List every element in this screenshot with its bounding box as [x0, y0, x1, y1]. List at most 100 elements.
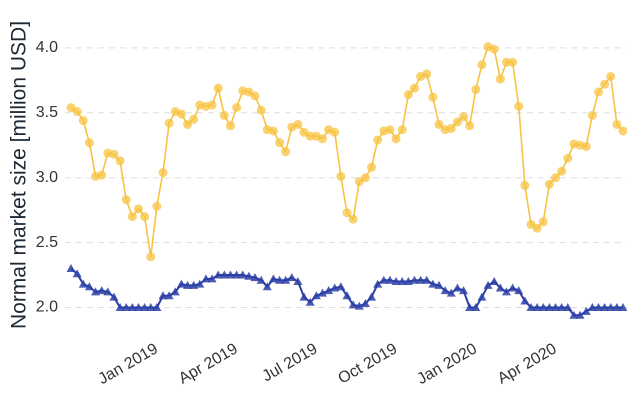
point-marker: [281, 147, 291, 157]
point-marker: [219, 270, 229, 279]
point-marker: [538, 217, 548, 227]
point-marker: [348, 214, 358, 224]
point-marker: [600, 302, 610, 311]
point-marker: [593, 87, 603, 97]
point-marker: [238, 270, 248, 279]
point-marker: [213, 83, 223, 93]
point-marker: [336, 282, 346, 291]
point-marker: [587, 302, 597, 311]
point-marker: [367, 292, 377, 301]
point-marker: [385, 125, 395, 135]
point-marker: [618, 302, 627, 311]
point-marker: [409, 275, 419, 284]
point-marker: [293, 277, 303, 285]
point-marker: [422, 275, 432, 284]
y-tick-label: 3.5: [36, 104, 58, 121]
point-marker: [201, 274, 211, 283]
point-marker: [336, 171, 346, 181]
point-marker: [121, 195, 131, 205]
point-marker: [520, 180, 530, 190]
point-marker: [281, 275, 291, 284]
point-marker: [465, 302, 475, 311]
point-marker: [342, 208, 352, 218]
point-marker: [489, 44, 499, 54]
point-marker: [428, 279, 438, 288]
point-marker: [330, 127, 340, 137]
point-marker: [140, 212, 150, 222]
point-marker: [256, 275, 266, 284]
point-marker: [262, 282, 272, 291]
point-marker: [538, 302, 548, 311]
point-marker: [232, 103, 242, 113]
point-marker: [195, 279, 205, 288]
point-marker: [600, 79, 610, 89]
point-marker: [581, 306, 591, 315]
point-marker: [354, 301, 364, 310]
point-marker: [317, 134, 327, 144]
point-marker: [250, 91, 260, 101]
point-marker: [409, 83, 419, 93]
point-marker: [115, 302, 125, 311]
point-marker: [428, 92, 438, 102]
point-marker: [459, 112, 469, 122]
point-marker: [501, 287, 511, 296]
x-tick-label: Apr 2019: [176, 340, 241, 387]
point-marker: [532, 302, 542, 311]
point-marker: [176, 109, 186, 119]
y-tick-label: 3.0: [36, 169, 58, 186]
point-marker: [495, 74, 505, 84]
y-tick-label: 2.0: [36, 299, 58, 316]
point-marker: [385, 275, 395, 284]
point-marker: [133, 204, 143, 214]
point-marker: [176, 279, 186, 288]
point-marker: [299, 292, 309, 301]
point-marker: [593, 302, 603, 311]
point-marker: [367, 162, 377, 172]
point-marker: [391, 134, 401, 144]
point-marker: [317, 288, 327, 297]
point-marker: [250, 273, 260, 282]
point-marker: [146, 252, 156, 262]
x-tick-label: Jan 2020: [414, 340, 480, 388]
point-marker: [551, 173, 561, 183]
point-marker: [452, 283, 462, 292]
point-marker: [342, 291, 352, 300]
point-marker: [446, 288, 456, 297]
point-marker: [373, 279, 383, 288]
point-marker: [66, 264, 76, 273]
point-marker: [293, 119, 303, 129]
point-marker: [84, 282, 94, 291]
point-marker: [183, 119, 193, 129]
point-marker: [121, 302, 131, 311]
point-marker: [397, 277, 407, 285]
point-marker: [72, 269, 82, 278]
point-marker: [514, 286, 524, 295]
point-marker: [97, 170, 107, 180]
point-marker: [459, 286, 469, 295]
point-marker: [434, 280, 444, 289]
point-marker: [268, 274, 278, 283]
point-marker: [446, 123, 456, 133]
point-marker: [416, 275, 426, 284]
point-marker: [109, 149, 119, 159]
point-marker: [397, 125, 407, 135]
point-marker: [373, 135, 383, 145]
point-marker: [612, 119, 622, 129]
point-marker: [360, 299, 370, 308]
y-axis-title: Normal market size [million USD]: [8, 21, 31, 329]
point-marker: [219, 110, 229, 120]
point-marker: [78, 279, 88, 288]
point-marker: [152, 201, 162, 211]
x-tick-label: Oct 2019: [335, 340, 400, 387]
point-marker: [225, 121, 235, 131]
point-marker: [158, 168, 168, 177]
point-marker: [84, 138, 94, 148]
point-marker: [213, 270, 223, 279]
point-marker: [109, 292, 119, 301]
point-marker: [225, 270, 235, 279]
point-marker: [183, 280, 193, 289]
point-marker: [575, 310, 585, 319]
point-marker: [305, 297, 315, 306]
